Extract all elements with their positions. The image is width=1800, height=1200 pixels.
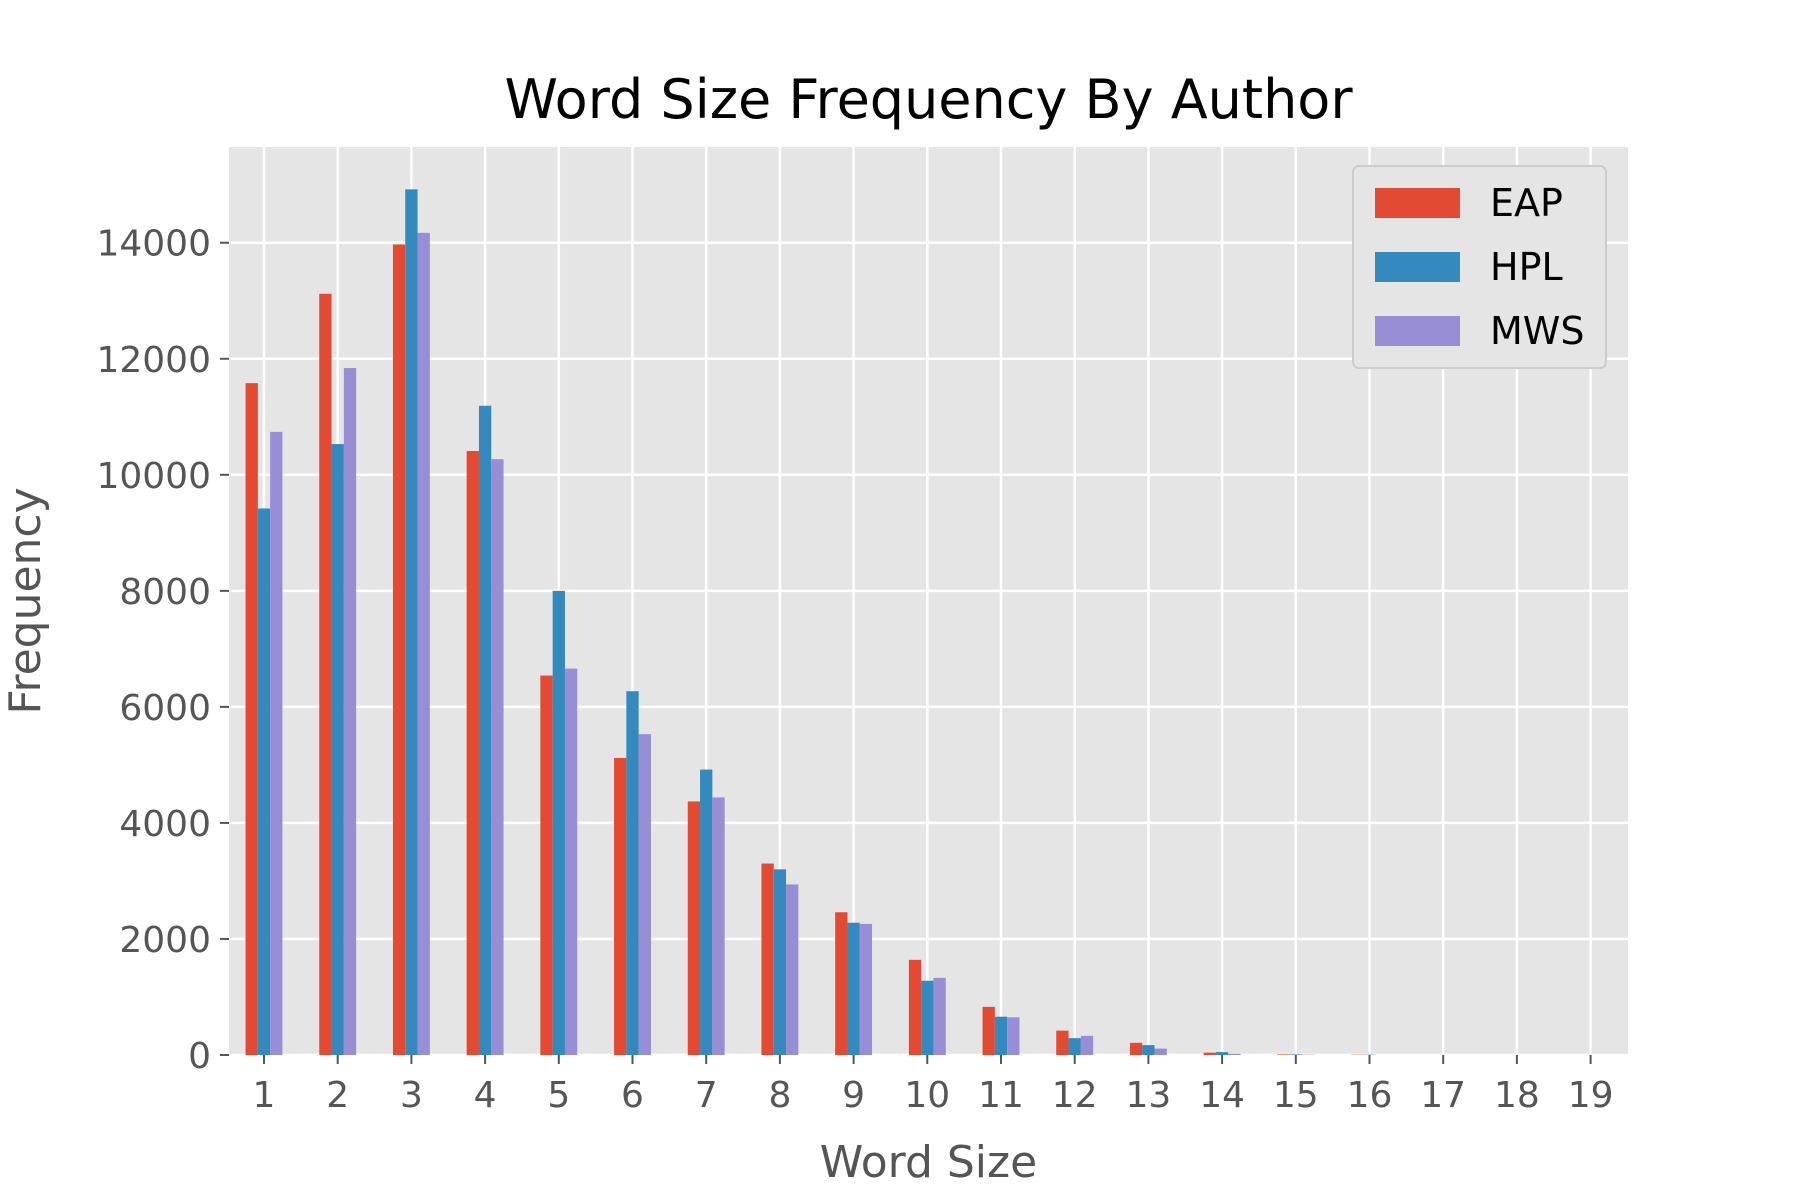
x-tick-label: 5 [547, 1075, 570, 1116]
bar-mws-4 [491, 459, 504, 1055]
bar-eap-7 [687, 801, 701, 1055]
bar-hpl-10 [921, 980, 934, 1055]
x-tick-label: 16 [1347, 1075, 1393, 1116]
bar-hpl-14 [1215, 1052, 1229, 1055]
bar-eap-1 [245, 383, 258, 1055]
bar-eap-5 [540, 675, 553, 1055]
bar-hpl-4 [478, 405, 492, 1055]
bar-hpl-12 [1068, 1038, 1081, 1055]
x-tick-label: 1 [253, 1075, 276, 1116]
x-axis-ticks: 1 2 3 4 5 6 7 8 9 10 11 12 13 14 15 16 17 18 19 [253, 1055, 1614, 1116]
x-tick-label: 9 [842, 1075, 865, 1116]
bars [245, 189, 1376, 1056]
y-tick-label: 10000 [96, 456, 211, 497]
bar-mws-14 [1228, 1053, 1241, 1055]
x-tick-label: 2 [326, 1075, 349, 1116]
bar-hpl-11 [994, 1016, 1008, 1055]
legend-label-eap: EAP [1490, 181, 1563, 225]
bar-hpl-5 [552, 590, 565, 1055]
bar-mws-12 [1080, 1035, 1094, 1055]
legend-label-hpl: HPL [1490, 245, 1563, 289]
bar-eap-12 [1056, 1030, 1069, 1055]
x-tick-label: 18 [1494, 1075, 1540, 1116]
bar-hpl-8 [773, 869, 787, 1055]
bar-eap-8 [761, 863, 774, 1055]
bar-mws-8 [786, 884, 799, 1055]
x-tick-label: 19 [1568, 1075, 1614, 1116]
x-tick-label: 6 [621, 1075, 644, 1116]
bar-eap-15 [1277, 1054, 1290, 1055]
x-tick-label: 10 [904, 1075, 950, 1116]
y-tick-label: 8000 [119, 572, 211, 613]
y-tick-label: 4000 [119, 804, 211, 845]
bar-mws-13 [1154, 1048, 1167, 1055]
x-tick-label: 11 [978, 1075, 1024, 1116]
bar-eap-10 [908, 959, 922, 1055]
bar-eap-2 [319, 293, 332, 1055]
y-tick-label: 14000 [96, 224, 211, 265]
x-tick-label: 13 [1125, 1075, 1171, 1116]
legend-swatch-eap [1375, 188, 1460, 218]
bar-hpl-7 [700, 769, 713, 1055]
bar-mws-5 [564, 668, 578, 1055]
bar-eap-3 [392, 244, 406, 1056]
x-tick-label: 8 [768, 1075, 791, 1116]
bar-hpl-9 [847, 922, 860, 1055]
y-tick-label: 2000 [119, 920, 211, 961]
bar-mws-9 [859, 923, 873, 1055]
bar-hpl-2 [331, 444, 344, 1056]
x-tick-label: 17 [1420, 1075, 1466, 1116]
y-tick-label: 12000 [96, 340, 211, 381]
bar-eap-9 [835, 912, 848, 1055]
bar-eap-14 [1203, 1052, 1216, 1055]
legend-swatch-mws [1375, 316, 1460, 346]
bar-hpl-13 [1142, 1045, 1155, 1055]
legend-label-mws: MWS [1490, 309, 1584, 353]
bar-hpl-15 [1289, 1054, 1302, 1055]
bar-hpl-6 [626, 691, 639, 1055]
bar-mws-1 [270, 431, 283, 1055]
chart-title: Word Size Frequency By Author [504, 68, 1353, 131]
bar-eap-13 [1129, 1042, 1143, 1055]
bar-mws-6 [638, 734, 651, 1055]
x-tick-label: 15 [1273, 1075, 1319, 1116]
y-axis-ticks: 0 2000 4000 6000 8000 10000 12000 14000 [96, 224, 229, 1077]
bar-mws-2 [343, 368, 357, 1055]
bar-mws-11 [1007, 1017, 1020, 1055]
bar-mws-7 [712, 797, 725, 1055]
legend: EAP HPL MWS [1352, 165, 1607, 369]
bar-hpl-3 [405, 189, 418, 1055]
x-tick-label: 12 [1052, 1075, 1098, 1116]
y-axis-label: Frequency [0, 487, 51, 714]
x-tick-label: 7 [695, 1075, 718, 1116]
x-axis-label: Word Size [820, 1137, 1037, 1188]
bar-mws-3 [417, 232, 430, 1055]
y-tick-label: 0 [188, 1036, 211, 1077]
bar-hpl-1 [257, 508, 271, 1055]
x-tick-label: 14 [1199, 1075, 1245, 1116]
y-tick-label: 6000 [119, 688, 211, 729]
bar-mws-10 [933, 977, 946, 1055]
x-tick-label: 4 [474, 1075, 497, 1116]
legend-swatch-hpl [1375, 252, 1460, 282]
bar-eap-11 [982, 1006, 995, 1055]
x-tick-label: 3 [400, 1075, 423, 1116]
bar-eap-4 [466, 451, 479, 1055]
bar-eap-6 [614, 757, 627, 1055]
